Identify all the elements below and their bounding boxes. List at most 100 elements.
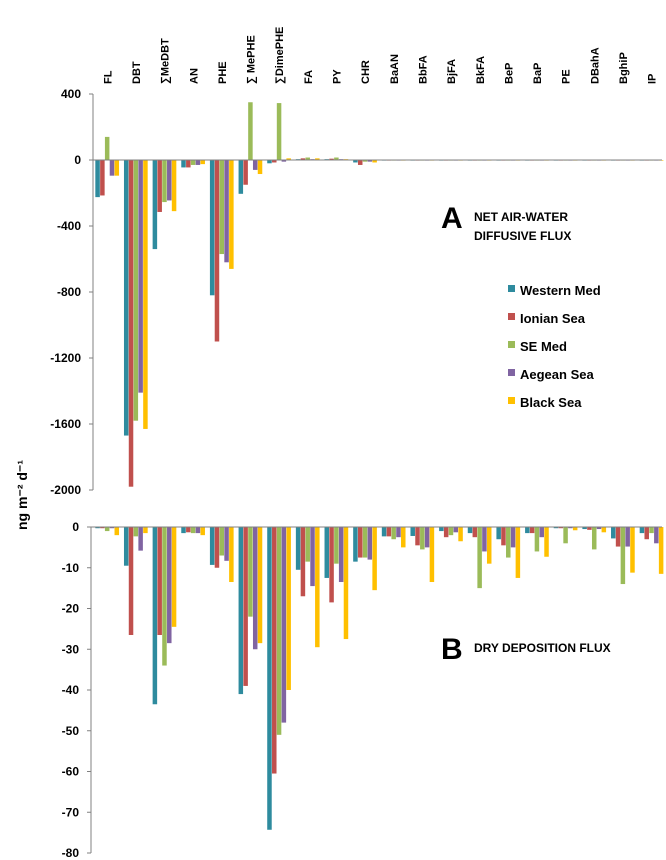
panel-a-bar-se-med-chr	[362, 160, 368, 162]
panel-a-bar-black-sea-fa	[315, 158, 320, 160]
panel-b-y-tick-label: -10	[62, 561, 80, 575]
panel-a-letter: A	[441, 202, 463, 235]
panel-b-bar-ionian-sea-bkfa	[472, 527, 478, 538]
panel-b-bar-ionian-sea-dbaha	[587, 527, 592, 530]
panel-b-bar-ionian-sea-phe	[214, 527, 220, 568]
panel-b-bar-se-med-bep	[506, 527, 511, 558]
panel-a-y-tick-label: 0	[74, 153, 81, 167]
legend-swatch-se-med	[508, 341, 515, 348]
panel-a-y-tick-label: -1600	[50, 417, 81, 431]
panel-b-bar-se-med-bghip	[620, 527, 626, 585]
panel-b-bar-black-sea-fa	[315, 527, 320, 648]
panel-b-bar-western-med-chr	[353, 527, 358, 562]
panel-b-bar-western-med-bbfa	[410, 527, 415, 536]
panel-b-bar-aegean-sea-phe	[224, 527, 229, 561]
category-label-mephe: ∑ MePHE	[246, 35, 258, 84]
legend-swatch-ionian-sea	[508, 313, 515, 320]
panel-b-bar-se-med-bkfa	[477, 527, 482, 589]
panel-b-bar-black-sea-bbfa	[429, 527, 435, 583]
panel-b-bar-se-med-fl	[104, 527, 110, 532]
legend-swatch-black-sea	[508, 397, 515, 404]
panel-b-bar-se-med-medbt	[162, 527, 167, 666]
panel-b-bar-se-med-phe	[219, 527, 225, 556]
panel-b-bar-black-sea-dbt	[143, 527, 148, 534]
panel-b-bar-ionian-sea-dbt	[128, 527, 134, 635]
panel-b-letter: B	[441, 633, 463, 666]
panel-b-bar-aegean-sea-bghip	[625, 527, 630, 547]
panel-b-bar-black-sea-an	[200, 527, 205, 536]
panel-a-bar-aegean-sea-phe	[224, 160, 229, 263]
panel-b-bar-ionian-sea-pe	[558, 527, 564, 529]
panel-b-bar-western-med-fa	[295, 527, 301, 570]
panel-b-bar-ionian-sea-medbt	[157, 527, 162, 635]
panel-b-bar-black-sea-chr	[372, 527, 377, 591]
panel-a-bar-western-med-dimephe	[267, 160, 272, 164]
panel-b-bar-western-med-bep	[496, 527, 501, 540]
legend-label-western-med: Western Med	[520, 283, 601, 298]
panel-a-bar-se-med-py	[334, 157, 339, 160]
panel-a-bar-aegean-sea-an	[195, 160, 201, 165]
panel-a-bar-ionian-sea-phe	[214, 160, 220, 342]
panel-b-bar-se-med-ip	[649, 527, 654, 534]
panel-a-bar-black-sea-phe	[229, 160, 234, 269]
panel-a-y-tick-label: -2000	[50, 483, 81, 497]
panel-b-bar-black-sea-pe	[572, 527, 578, 531]
panel-b-bar-western-med-bkfa	[467, 527, 473, 534]
panel-b-bar-se-med-an	[190, 527, 196, 534]
category-label-pe: PE	[561, 69, 573, 84]
panel-a-net-air-water-flux: 400 0 -400 -800 -1200 -1600 -2000 FL DBT ∑MeDBT AN…	[50, 27, 664, 497]
panel-a-bar-black-sea-chr	[372, 160, 377, 163]
panel-b-bar-ionian-sea-fa	[300, 527, 306, 597]
panel-b-bar-aegean-sea-mephe	[252, 527, 258, 650]
panel-a-bar-black-sea-fl	[114, 160, 120, 176]
panel-a-bar-se-med-fa	[305, 157, 310, 160]
panel-b-bar-se-med-mephe	[248, 527, 253, 617]
panel-b-bar-western-med-ip	[639, 527, 645, 534]
category-label-bjfa: BjFA	[446, 59, 458, 84]
panel-a-y-tick-label: -400	[57, 219, 81, 233]
panel-b-bar-western-med-bap	[525, 527, 530, 534]
panel-a-bar-ionian-sea-dbt	[128, 160, 134, 487]
category-label-ip: IP	[647, 74, 659, 84]
panel-a-bar-black-sea-dimephe	[286, 158, 291, 160]
panel-a-bar-ionian-sea-medbt	[157, 160, 162, 212]
panel-b-bar-western-med-mephe	[238, 527, 244, 695]
panel-b-bar-black-sea-phe	[229, 527, 234, 583]
panel-b-bar-ionian-sea-chr	[357, 527, 363, 558]
panel-b-bar-ionian-sea-bghip	[615, 527, 621, 547]
panel-a-bar-ionian-sea-chr	[357, 160, 363, 165]
panel-b-bar-ionian-sea-mephe	[243, 527, 248, 686]
panel-b-bar-aegean-sea-bbfa	[424, 527, 430, 548]
legend: Western Med Ionian Sea SE Med Aegean Sea…	[508, 283, 601, 410]
panel-a-bar-ionian-sea-mephe	[243, 160, 248, 185]
category-label-bkfa: BkFA	[475, 56, 487, 84]
panel-b-bar-aegean-sea-fl	[109, 527, 115, 529]
category-label-py: PY	[332, 69, 344, 84]
panel-b-bar-black-sea-medbt	[171, 527, 177, 627]
panel-a-bar-western-med-medbt	[152, 160, 158, 250]
panel-b-y-tick-label: -70	[62, 805, 80, 819]
panel-b-bar-western-med-bjfa	[439, 527, 444, 532]
panel-b-title: DRY DEPOSITION FLUX	[474, 641, 611, 655]
panel-b-bar-se-med-dbaha	[591, 527, 597, 550]
panel-b-bar-ionian-sea-bap	[529, 527, 535, 534]
panel-a-bar-ionian-sea-fl	[100, 160, 105, 196]
panel-a-y-tick-label: -800	[57, 285, 81, 299]
panel-b-bar-ionian-sea-bbfa	[415, 527, 420, 546]
panel-b-bar-western-med-medbt	[152, 527, 158, 705]
panel-a-bar-aegean-sea-medbt	[167, 160, 172, 201]
panel-b-bar-black-sea-bghip	[630, 527, 635, 573]
panel-b-bar-aegean-sea-bep	[510, 527, 516, 548]
panel-b-y-tick-label: -40	[62, 683, 80, 697]
panel-b-bar-ionian-sea-fl	[100, 527, 105, 529]
panel-b-bar-se-med-baan	[391, 527, 396, 540]
panel-a-bar-se-med-fl	[104, 136, 110, 160]
panel-b-bar-western-med-an	[181, 527, 186, 534]
category-label-bep: BeP	[503, 63, 515, 84]
category-label-dbaha: DBahA	[589, 47, 601, 84]
legend-label-black-sea: Black Sea	[520, 395, 582, 410]
legend-label-aegean-sea: Aegean Sea	[520, 367, 594, 382]
panel-b-y-tick-label: -20	[62, 602, 80, 616]
panel-a-bar-aegean-sea-dbt	[138, 160, 143, 393]
panel-a-bar-se-med-medbt	[162, 160, 167, 203]
